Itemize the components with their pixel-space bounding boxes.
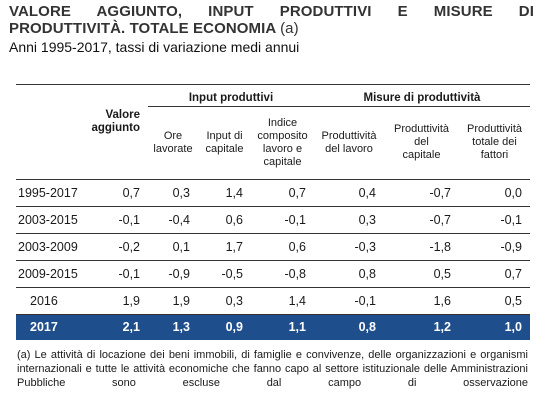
cell-prod-totale: 1,0 — [459, 314, 530, 340]
cell-prod-totale: 0,5 — [459, 287, 530, 315]
header-prod-totale-line-1: Produttività — [466, 123, 523, 136]
header-ore-line-1: Ore — [163, 129, 183, 142]
header-capitale-line-1: Input di — [206, 129, 243, 142]
header-produttivita-lavoro: Produttività del lavoro — [314, 106, 384, 180]
cell-capitale: 0,9 — [198, 314, 251, 340]
group-input-produttivi: Input produttivi — [148, 84, 314, 107]
cell-valore: -0,1 — [88, 206, 148, 234]
cell-ore: -0,4 — [148, 206, 198, 234]
header-ore-line-2: lavorate — [153, 142, 193, 155]
cell-indice: 1,1 — [251, 314, 314, 340]
row-label: 2016 — [16, 287, 88, 315]
header-capitale-line-2: capitale — [205, 142, 244, 155]
header-ore-lavorate: Ore lavorate — [148, 106, 198, 180]
title-line-2: PRODUTTIVITÀ. TOTALE ECONOMIA (a) — [9, 20, 534, 37]
cell-ore: 0,1 — [148, 233, 198, 261]
cell-ore: 1,3 — [148, 314, 198, 340]
cell-valore: 1,9 — [88, 287, 148, 315]
header-prod-capitale-line-3: capitale — [402, 149, 441, 162]
data-table: Input produttivi Misure di produttività … — [16, 84, 530, 340]
row-label: 2003-2015 — [16, 206, 88, 234]
header-indice-composito: Indice composito lavoro e capitale — [251, 106, 314, 180]
cell-capitale: 0,3 — [198, 287, 251, 315]
header-blank — [16, 106, 88, 180]
cell-prod-totale: 0,7 — [459, 260, 530, 288]
title-line-1: VALORE AGGIUNTO, INPUT PRODUTTIVI E MISU… — [9, 3, 534, 20]
header-indice-line-3: lavoro e — [262, 142, 303, 155]
title-block: VALORE AGGIUNTO, INPUT PRODUTTIVI E MISU… — [9, 3, 534, 56]
cell-prod-capitale: 1,6 — [384, 287, 459, 315]
cell-prod-capitale: -0,7 — [384, 206, 459, 234]
row-label: 2009-2015 — [16, 260, 88, 288]
cell-prod-capitale: 1,2 — [384, 314, 459, 340]
header-indice-line-1: Indice — [267, 116, 298, 129]
header-valore-line-1: Valore — [105, 108, 140, 121]
group-spacer-2 — [88, 85, 148, 107]
table-row: 1995-2017 0,7 0,3 1,4 0,7 0,4 -0,7 0,0 — [16, 179, 530, 207]
header-indice-line-2: composito — [257, 129, 308, 142]
cell-valore: 0,7 — [88, 179, 148, 207]
cell-prod-lavoro: -0,1 — [314, 287, 384, 315]
header-prod-capitale-line-1: Produttività — [393, 123, 450, 136]
cell-indice: 1,4 — [251, 287, 314, 315]
cell-indice: -0,1 — [251, 206, 314, 234]
cell-prod-lavoro: -0,3 — [314, 233, 384, 261]
cell-prod-capitale: -0,7 — [384, 179, 459, 207]
cell-prod-lavoro: 0,8 — [314, 260, 384, 288]
cell-indice: 0,7 — [251, 179, 314, 207]
header-input-capitale: Input di capitale — [198, 106, 251, 180]
row-label: 2017 — [16, 314, 88, 340]
header-prod-lavoro-line-2: del lavoro — [325, 142, 373, 155]
header-valore-line-2: aggiunto — [91, 121, 140, 134]
cell-prod-totale: -0,9 — [459, 233, 530, 261]
header-valore-aggiunto: Valore aggiunto — [88, 106, 148, 180]
group-spacer — [16, 85, 88, 107]
cell-prod-lavoro: 0,3 — [314, 206, 384, 234]
cell-valore: 2,1 — [88, 314, 148, 340]
table-row: 2003-2015 -0,1 -0,4 0,6 -0,1 0,3 -0,7 -0… — [16, 206, 530, 234]
page-title: VALORE AGGIUNTO, INPUT PRODUTTIVI E MISU… — [9, 3, 534, 37]
table-row-highlighted: 2017 2,1 1,3 0,9 1,1 0,8 1,2 1,0 — [16, 314, 530, 340]
cell-ore: 1,9 — [148, 287, 198, 315]
header-prod-lavoro-line-1: Produttività — [321, 129, 377, 142]
header-prod-totale-line-2: totale dei — [472, 136, 517, 149]
cell-capitale: -0,5 — [198, 260, 251, 288]
cell-prod-lavoro: 0,4 — [314, 179, 384, 207]
cell-valore: -0,2 — [88, 233, 148, 261]
cell-prod-lavoro: 0,8 — [314, 314, 384, 340]
cell-capitale: 1,7 — [198, 233, 251, 261]
table-row: 2003-2009 -0,2 0,1 1,7 0,6 -0,3 -1,8 -0,… — [16, 233, 530, 261]
header-indice-line-4: capitale — [263, 155, 302, 168]
cell-indice: 0,6 — [251, 233, 314, 261]
header-prod-capitale-line-2: del — [414, 136, 429, 149]
cell-ore: -0,9 — [148, 260, 198, 288]
cell-prod-capitale: 0,5 — [384, 260, 459, 288]
header-produttivita-totale: Produttività totale dei fattori — [459, 106, 530, 180]
header-produttivita-capitale: Produttività del capitale — [384, 106, 459, 180]
cell-prod-totale: 0,0 — [459, 179, 530, 207]
cell-capitale: 0,6 — [198, 206, 251, 234]
column-header-row: Valore aggiunto Ore lavorate Input di ca… — [16, 106, 530, 180]
page-subtitle: Anni 1995-2017, tassi di variazione medi… — [9, 39, 300, 55]
row-label: 1995-2017 — [16, 179, 88, 207]
row-label: 2003-2009 — [16, 233, 88, 261]
title-note-ref: (a) — [280, 20, 299, 37]
cell-prod-totale: -0,1 — [459, 206, 530, 234]
cell-ore: 0,3 — [148, 179, 198, 207]
table-row: 2009-2015 -0,1 -0,9 -0,5 -0,8 0,8 0,5 0,… — [16, 260, 530, 288]
header-prod-totale-line-3: fattori — [480, 149, 509, 162]
footnote: (a) Le attività di locazione dei beni im… — [17, 349, 528, 389]
cell-indice: -0,8 — [251, 260, 314, 288]
cell-prod-capitale: -1,8 — [384, 233, 459, 261]
table-row: 2016 1,9 1,9 0,3 1,4 -0,1 1,6 0,5 — [16, 287, 530, 315]
group-header-row: Input produttivi Misure di produttività — [16, 84, 530, 107]
cell-valore: -0,1 — [88, 260, 148, 288]
cell-capitale: 1,4 — [198, 179, 251, 207]
group-misure-produttivita: Misure di produttività — [314, 84, 530, 107]
title-line-2-text: PRODUTTIVITÀ. TOTALE ECONOMIA — [9, 20, 276, 37]
